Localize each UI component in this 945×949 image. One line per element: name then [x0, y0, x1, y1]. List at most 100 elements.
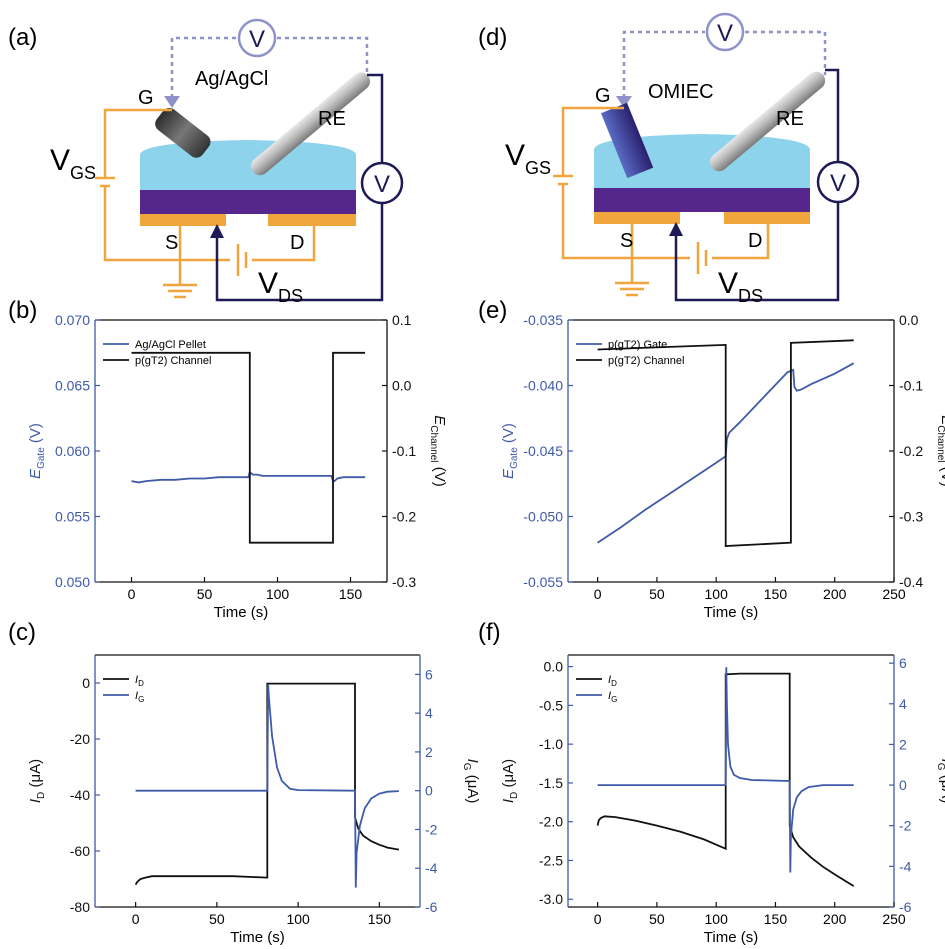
x-tick-label: 150: [764, 586, 788, 602]
x-tick-label: 250: [882, 911, 906, 927]
y-left-tick-label: -0.055: [523, 574, 563, 590]
y-left-tick-label: -0.040: [523, 378, 563, 394]
arrow-head-d: [616, 96, 632, 108]
y-left-tick-label: -20: [70, 731, 90, 747]
chart-e: 0 50 100 150 200 250 -0.055 -0.050 -0.045 -0.040 -…: [500, 312, 945, 621]
reference-electrode-d: [709, 71, 826, 172]
drain-contact-a: [268, 214, 356, 226]
y-right-tick-label: -0.2: [392, 509, 416, 525]
legend-label: IG: [135, 690, 144, 704]
x-tick-label: 100: [705, 911, 729, 927]
x-tick-label: 100: [266, 586, 290, 602]
re-label-d: RE: [776, 108, 804, 130]
y-left-tick-label: -0.045: [523, 443, 563, 459]
y-right-tick-label: -4: [425, 860, 438, 876]
re-label-a: RE: [318, 108, 346, 130]
y-right-tick-label: -4: [899, 858, 912, 874]
panel-label-b: (b): [8, 297, 37, 324]
voltmeter-side-d: [816, 160, 860, 204]
y-right-tick-label: 0.1: [392, 312, 412, 328]
panel-label-f: (f): [478, 619, 501, 646]
source-contact-d: [594, 212, 680, 224]
y-right-tick-label: -0.3: [392, 574, 416, 590]
legend-label: IG: [608, 690, 617, 704]
omiec-electrode: [601, 102, 654, 179]
y-left-axis-label: EGate (V): [500, 423, 520, 479]
legend-label: Ag/AgCl Pellet: [135, 339, 206, 351]
y-left-tick-label: -2.5: [539, 852, 563, 868]
y-left-tick-label: 0.0: [544, 659, 564, 675]
y-left-axis-label: EGate (V): [27, 423, 47, 479]
x-axis-label: Time (s): [704, 929, 758, 946]
y-right-axis-label: EChannel (V): [428, 415, 448, 486]
electrolyte-a: [140, 140, 356, 192]
voltmeter-top-d: [705, 12, 745, 52]
arrow-head-a2: [210, 224, 224, 238]
dotted-wire-a: [170, 36, 369, 98]
legend-label: ID: [135, 674, 144, 688]
y-right-tick-label: -0.1: [899, 378, 923, 394]
vds-label-a: VDS: [258, 267, 303, 306]
measure-loop-d: [674, 68, 840, 302]
y-left-tick-label: 0: [82, 675, 90, 691]
source-label-d: S: [620, 230, 633, 252]
x-tick-label: 0: [594, 911, 602, 927]
drain-label-a: D: [290, 232, 304, 254]
x-tick-label: 250: [882, 586, 906, 602]
chart-f: 0 50 100 150 200 250 -3.0 -2.5 -2.0 -1.5 -1.0 -0.5 0…: [500, 654, 945, 946]
legend-label: p(gT2) Gate: [608, 339, 667, 351]
gate-label-a: G: [138, 87, 154, 109]
y-right-tick-label: -0.2: [899, 443, 923, 459]
y-right-axis-label: IG (μA): [935, 759, 945, 804]
electrolyte-d: [594, 134, 810, 190]
vds-label-d: VDS: [718, 267, 763, 306]
y-right-tick-label: 6: [899, 655, 907, 671]
y-left-tick-label: -60: [70, 843, 90, 859]
voltmeter-top-a-label: V: [249, 26, 265, 53]
y-left-tick-label: -3.0: [539, 891, 563, 907]
panel-label-c: (c): [8, 619, 36, 646]
series-line-2: [131, 351, 366, 544]
electrode-label-d: OMIEC: [648, 81, 714, 103]
y-right-tick-label: -0.3: [899, 509, 923, 525]
y-right-tick-label: 4: [899, 696, 907, 712]
y-left-tick-label: -80: [70, 899, 90, 915]
y-left-tick-label: -0.5: [539, 697, 563, 713]
x-axis-label: Time (s): [704, 604, 758, 621]
x-tick-label: 50: [649, 911, 665, 927]
y-left-tick-label: 0.055: [55, 509, 90, 525]
y-right-tick-label: 2: [425, 744, 433, 760]
x-tick-label: 100: [286, 911, 310, 927]
source-contact-a: [140, 214, 226, 226]
legend-label: p(gT2) Channel: [608, 355, 684, 367]
y-right-tick-label: 2: [899, 736, 907, 752]
dotted-wire-d: [622, 30, 827, 98]
electrode-label-a: Ag/AgCl: [195, 68, 268, 90]
measure-loop-a: [215, 73, 384, 302]
y-right-tick-label: 6: [425, 666, 433, 682]
x-tick-label: 50: [649, 586, 665, 602]
y-right-tick-label: 0.0: [899, 312, 919, 328]
x-tick-label: 200: [823, 911, 847, 927]
y-left-tick-label: -40: [70, 787, 90, 803]
series-line-1: [597, 362, 855, 544]
voltmeter-side-d-label: V: [830, 170, 846, 197]
y-left-tick-label: -2.0: [539, 814, 563, 830]
y-right-tick-label: -0.4: [899, 574, 923, 590]
gate-label-d: G: [595, 85, 611, 107]
chart-b: 0 50 100 150 0.050 0.055 0.060 0.065 0.070 -0.3 -0…: [27, 312, 448, 621]
y-left-tick-label: 0.050: [55, 574, 90, 590]
agagcl-electrode: [155, 107, 211, 158]
y-right-tick-label: -2: [899, 818, 912, 834]
x-axis-label: Time (s): [230, 929, 284, 946]
voltmeter-top-a: [237, 18, 277, 58]
series-line-2: [597, 667, 854, 873]
x-tick-label: 150: [339, 586, 363, 602]
vds-battery-a: [236, 244, 248, 276]
y-right-tick-label: -0.1: [392, 443, 416, 459]
vds-battery-d: [696, 242, 708, 274]
y-right-tick-label: 0.0: [392, 378, 412, 394]
x-tick-label: 0: [594, 586, 602, 602]
y-right-axis-label: IG (μA): [461, 759, 481, 804]
